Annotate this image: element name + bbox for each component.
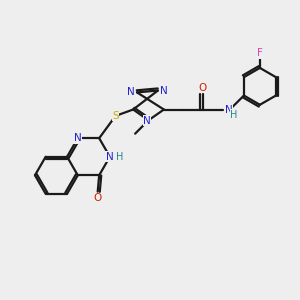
Text: O: O (94, 193, 102, 203)
Text: N: N (127, 87, 135, 98)
Text: S: S (112, 111, 119, 121)
Text: H: H (116, 152, 124, 162)
Text: H: H (230, 110, 238, 120)
Text: O: O (198, 82, 207, 92)
Text: N: N (106, 152, 113, 162)
Text: N: N (143, 116, 151, 126)
Text: N: N (160, 85, 168, 95)
Text: N: N (225, 104, 232, 115)
Text: F: F (257, 48, 263, 58)
Text: N: N (74, 133, 82, 143)
